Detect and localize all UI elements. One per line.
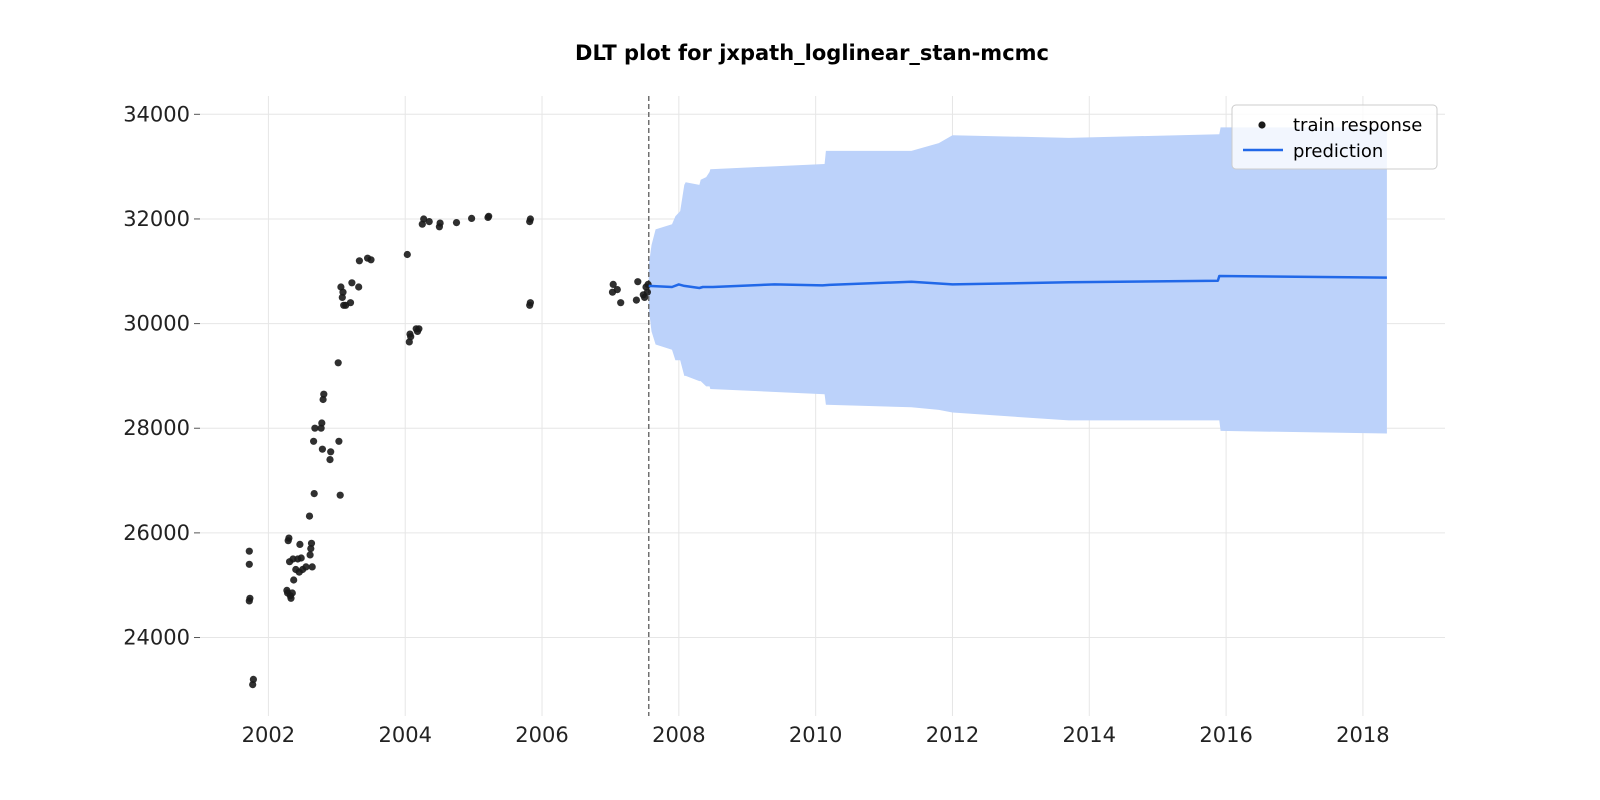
train-response-points [245, 212, 652, 689]
train-response-point [346, 299, 355, 307]
prediction-line [648, 274, 1387, 290]
x-tick-label: 2018 [1336, 723, 1389, 747]
prediction-interval [648, 127, 1387, 434]
x-tick-label: 2012 [926, 723, 979, 747]
train-response-point [245, 560, 253, 568]
train-response-point [326, 456, 334, 464]
y-tick-label: 34000 [123, 102, 190, 126]
train-response-point [335, 437, 343, 445]
train-response-point [320, 390, 328, 398]
train-response-point [468, 214, 476, 222]
y-tick-label: 24000 [123, 626, 190, 650]
train-response-point [310, 490, 318, 498]
train-response-point [407, 333, 415, 341]
chart-title: DLT plot for jxpath_loglinear_stan-mcmc [575, 41, 1049, 65]
train-response-point [617, 299, 625, 307]
train-response-point [355, 283, 363, 291]
train-response-point [310, 437, 318, 445]
train-response-point [452, 219, 461, 227]
train-response-point [348, 279, 356, 287]
train-response-point [415, 325, 423, 333]
train-response-point [632, 296, 641, 304]
train-response-point [634, 278, 642, 286]
train-response-point [245, 547, 253, 555]
train-response-point [290, 576, 298, 584]
train-response-point [302, 563, 310, 571]
legend-train-response-marker [1258, 121, 1266, 129]
train-response-point [420, 215, 428, 223]
y-tick-label: 28000 [123, 416, 190, 440]
train-response-point [367, 256, 375, 264]
train-response-point [288, 589, 296, 597]
train-response-point [339, 288, 347, 296]
train-response-point [296, 540, 304, 549]
train-response-point [305, 512, 314, 520]
train-response-point [327, 448, 335, 456]
y-tick-label: 32000 [123, 207, 190, 231]
x-tick-label: 2002 [242, 723, 295, 747]
x-tick-label: 2006 [515, 723, 568, 747]
prediction-interval-band [648, 127, 1387, 434]
train-response-point [355, 257, 363, 265]
legend-train-response-label: train response [1293, 115, 1422, 136]
x-tick-label: 2016 [1199, 723, 1252, 747]
train-response-point [334, 359, 342, 367]
legend-prediction-label: prediction [1293, 141, 1383, 162]
train-response-point [307, 539, 316, 547]
legend: train response prediction [1231, 104, 1438, 170]
x-tick-label: 2004 [378, 723, 431, 747]
axes: 2002 2004 2006 2008 2010 2012 2014 2016 2018 2400… [123, 102, 1389, 747]
train-response-point [318, 445, 326, 453]
prediction-line-group [648, 274, 1387, 290]
train-response-point [526, 215, 535, 223]
train-response-point [306, 551, 314, 559]
train-response-point [318, 419, 326, 427]
train-response-point [403, 250, 411, 259]
train-response-point [297, 554, 305, 562]
train-response-point [613, 286, 621, 294]
train-response-point [246, 594, 254, 602]
train-response-point [285, 534, 293, 542]
train-response-point [336, 491, 344, 499]
train-response-point [249, 675, 257, 684]
train-response-point [526, 299, 535, 307]
y-tick-label: 26000 [123, 521, 190, 545]
x-tick-label: 2014 [1063, 723, 1116, 747]
train-response-point [485, 212, 493, 220]
train-response-point [425, 218, 433, 226]
train-response-point [319, 395, 327, 404]
y-tick-label: 30000 [123, 312, 190, 336]
x-tick-label: 2010 [789, 723, 842, 747]
train-response-point [609, 280, 617, 288]
legend-box [1231, 104, 1438, 170]
train-response-point [436, 219, 444, 227]
x-tick-label: 2008 [652, 723, 705, 747]
train-response-point [308, 563, 316, 571]
train-response-point [643, 288, 652, 296]
train-response-point [307, 545, 315, 553]
train-response-point [311, 424, 319, 432]
